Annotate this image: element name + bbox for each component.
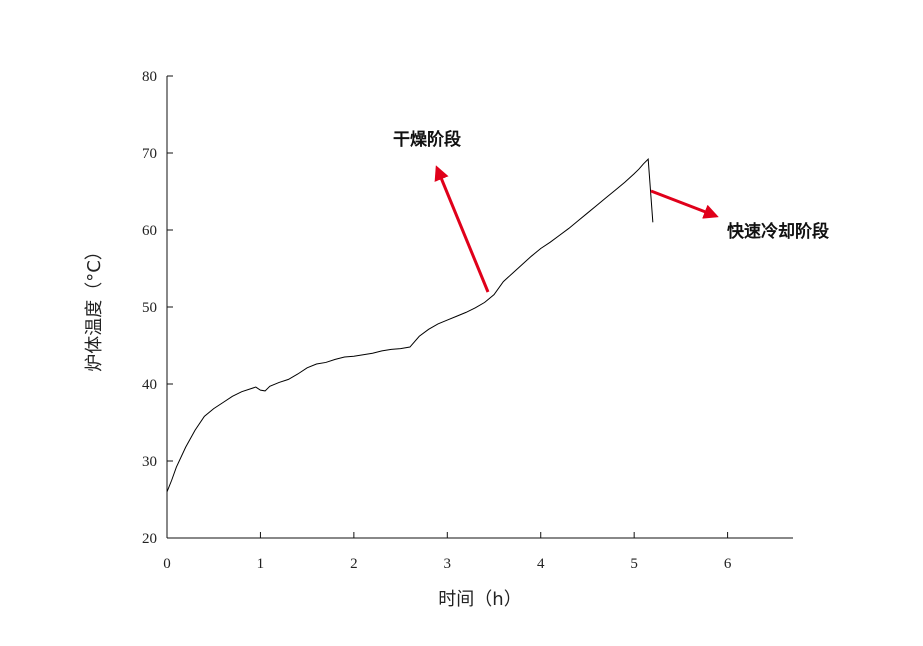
y-tick-label: 40 [142,377,157,393]
x-tick-label: 5 [630,556,638,572]
plot-area: 20 30 40 50 60 70 80 0 1 2 3 4 5 6 [142,69,793,572]
y-axis-title: 炉体温度（°C） [84,242,105,372]
y-tick-label: 70 [142,146,157,162]
y-tick-label: 60 [142,223,157,239]
drying-stage-label: 干燥阶段 [393,129,461,150]
y-ticks: 20 30 40 50 60 70 80 [142,69,173,547]
y-tick-label: 30 [142,454,157,470]
cooling-stage-arrow [650,189,719,219]
x-tick-label: 0 [163,556,171,572]
y-tick-label: 20 [142,531,157,547]
cooling-stage-label: 快速冷却阶段 [727,221,829,242]
x-tick-label: 4 [537,556,545,572]
temperature-line [166,158,654,492]
y-tick-label: 80 [142,69,157,85]
x-tick-label: 2 [350,556,358,572]
x-tick-label: 1 [257,556,265,572]
x-tick-label: 6 [724,556,732,572]
drying-stage-arrow [434,165,490,293]
x-axis-title: 时间（h） [438,589,521,610]
y-tick-label: 50 [142,300,157,316]
x-ticks: 0 1 2 3 4 5 6 [163,532,732,572]
x-tick-label: 3 [444,556,452,572]
